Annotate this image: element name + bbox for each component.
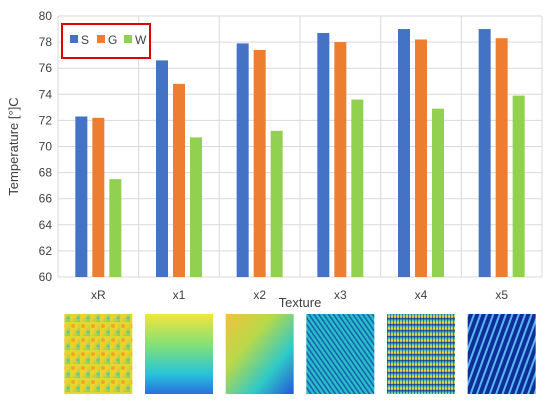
x-tick-label: x5 (495, 288, 508, 302)
y-tick-label: 76 (39, 61, 53, 75)
x-tick-label: x2 (253, 288, 266, 302)
bar-S-x4 (398, 29, 410, 277)
x-tick-label: x4 (415, 288, 428, 302)
y-tick-label: 80 (39, 9, 53, 23)
legend-swatch-G (97, 35, 105, 43)
bar-G-x1 (173, 83, 185, 277)
texture-image-x1 (145, 314, 213, 394)
bar-G-x4 (415, 39, 427, 277)
y-axis-title: Temperature [°]C (6, 97, 21, 195)
y-tick-label: 74 (39, 87, 53, 101)
texture-image-x5 (467, 314, 536, 394)
legend-label-S: S (81, 33, 89, 47)
texture-image-x3 (306, 314, 375, 394)
legend-swatch-W (124, 35, 132, 43)
y-tick-label: 72 (39, 113, 53, 127)
bar-W-x5 (512, 95, 525, 277)
x-tick-label: x3 (334, 288, 347, 302)
bar-S-x3 (317, 32, 330, 278)
bar-W-xR (109, 179, 122, 277)
bar-W-x1 (190, 137, 202, 277)
bar-W-x2 (270, 130, 283, 277)
y-tick-label: 64 (39, 218, 53, 232)
bar-G-x3 (334, 42, 347, 277)
y-tick-label: 60 (39, 270, 53, 284)
x-axis-title: Texture (279, 295, 322, 310)
legend-label-G: G (108, 33, 117, 47)
texture-image-x4 (387, 314, 455, 394)
legend-highlight-box (61, 23, 151, 59)
y-tick-label: 78 (39, 35, 53, 49)
bar-G-x5 (495, 38, 508, 278)
y-tick-label: 66 (39, 192, 53, 206)
y-tick-label: 68 (39, 166, 53, 180)
bar-S-xR (75, 116, 88, 277)
legend-swatch-S (70, 35, 78, 43)
bar-S-x1 (156, 60, 168, 278)
bar-W-x4 (432, 108, 444, 277)
x-tick-label: x1 (173, 288, 186, 302)
y-tick-label: 70 (39, 140, 53, 154)
bar-S-x2 (236, 43, 249, 277)
plot-area: 60 62 64 66 68 70 72 74 76 78 80 xR x1 x2 x3 x4 x5 Textur… (6, 9, 543, 310)
bar-W-x3 (351, 99, 364, 278)
texture-image-xR (64, 314, 133, 394)
x-tick-label: xR (91, 288, 106, 302)
legend-label-W: W (135, 33, 147, 47)
texture-images (64, 314, 536, 394)
y-tick-label: 62 (39, 244, 53, 258)
bar-S-x5 (478, 29, 491, 277)
texture-image-x2 (225, 314, 294, 394)
bar-G-xR (92, 117, 105, 277)
bar-G-x2 (253, 49, 266, 278)
